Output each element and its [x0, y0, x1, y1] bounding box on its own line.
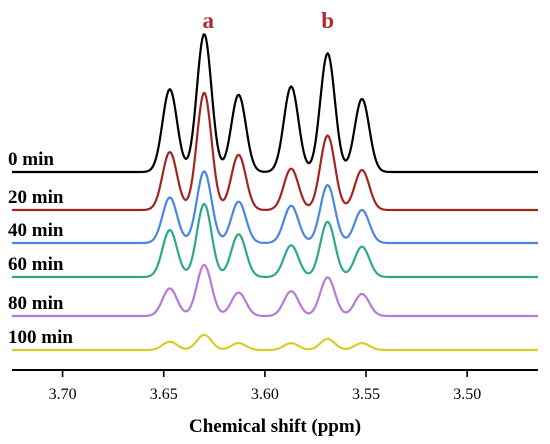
spectrum-line-2: [12, 170, 538, 245]
x-tick-label-0: 3.70: [49, 386, 77, 403]
spectrum-line-3: [12, 202, 538, 279]
spectrum-line-5: [12, 333, 538, 352]
peak-label-a: a: [202, 8, 214, 33]
spectrum-line-0: [12, 33, 538, 174]
x-axis-ticks: 3.70 3.65 3.60 3.55 3.50: [49, 370, 481, 403]
x-axis-label: Chemical shift (ppm): [189, 416, 361, 437]
spectra-traces: [12, 33, 538, 352]
peak-label-b: b: [321, 8, 334, 33]
x-tick-label-2: 3.60: [251, 386, 279, 403]
spectrum-line-1: [12, 91, 538, 212]
series-label-5: 100 min: [8, 327, 73, 348]
series-label-3: 60 min: [8, 254, 64, 275]
x-tick-label-1: 3.65: [150, 386, 178, 403]
x-tick-label-4: 3.50: [453, 386, 481, 403]
series-label-1: 20 min: [8, 187, 64, 208]
series-label-4: 80 min: [8, 293, 64, 314]
series-labels: 0 min 20 min 40 min 60 min 80 min 100 min: [8, 149, 73, 348]
series-label-2: 40 min: [8, 220, 64, 241]
spectrum-line-4: [12, 264, 538, 318]
x-tick-label-3: 3.55: [352, 386, 380, 403]
series-label-0: 0 min: [8, 149, 54, 170]
